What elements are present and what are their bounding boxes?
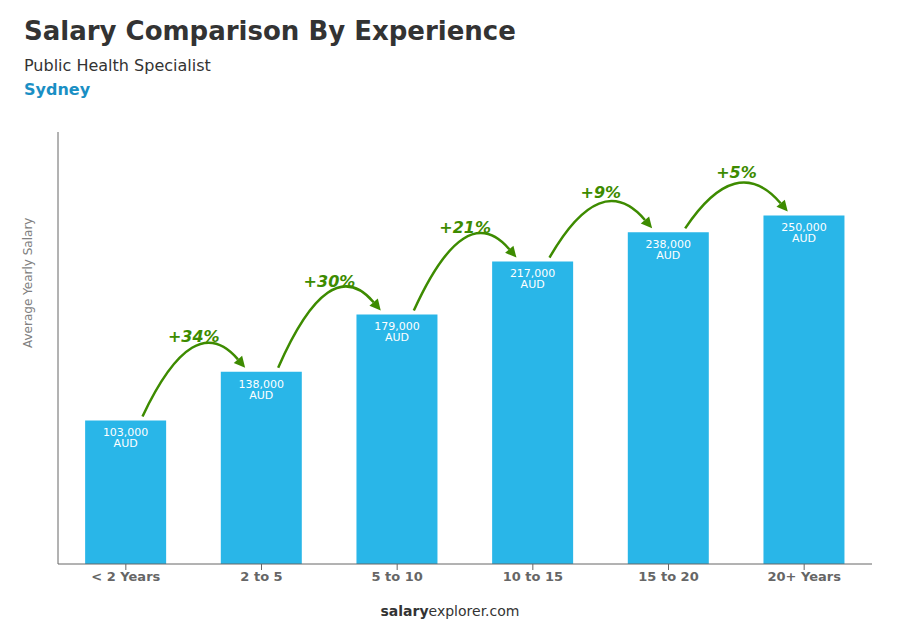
svg-text:+30%: +30% bbox=[304, 272, 356, 291]
svg-text:5 to 10: 5 to 10 bbox=[371, 569, 422, 584]
svg-text:250,000AUD: 250,000AUD bbox=[781, 221, 827, 245]
svg-text:Average Yearly Salary: Average Yearly Salary bbox=[21, 218, 35, 348]
svg-text:+9%: +9% bbox=[581, 183, 622, 202]
svg-text:2 to 5: 2 to 5 bbox=[240, 569, 282, 584]
svg-text:+5%: +5% bbox=[716, 163, 757, 182]
svg-text:20+ Years: 20+ Years bbox=[767, 569, 841, 584]
svg-text:+21%: +21% bbox=[439, 218, 491, 237]
svg-text:15 to 20: 15 to 20 bbox=[638, 569, 698, 584]
svg-text:179,000AUD: 179,000AUD bbox=[374, 320, 420, 344]
html-text:Salary Comparison By Experienc: Salary Comparison By Experience bbox=[24, 16, 516, 46]
html-text:Sydney: Sydney bbox=[24, 80, 91, 99]
html-text:Public Health Specialist: Public Health Specialist bbox=[24, 56, 211, 75]
svg-text:103,000AUD: 103,000AUD bbox=[103, 426, 149, 450]
svg-text:10 to 15: 10 to 15 bbox=[503, 569, 563, 584]
svg-text:217,000AUD: 217,000AUD bbox=[510, 267, 556, 291]
svg-text:< 2 Years: < 2 Years bbox=[91, 569, 160, 584]
svg-text:238,000AUD: 238,000AUD bbox=[646, 238, 692, 262]
svg-text:138,000AUD: 138,000AUD bbox=[239, 378, 285, 402]
svg-text:+34%: +34% bbox=[168, 327, 220, 346]
html-text:salary explorer.com: salary explorer.com bbox=[380, 603, 520, 619]
